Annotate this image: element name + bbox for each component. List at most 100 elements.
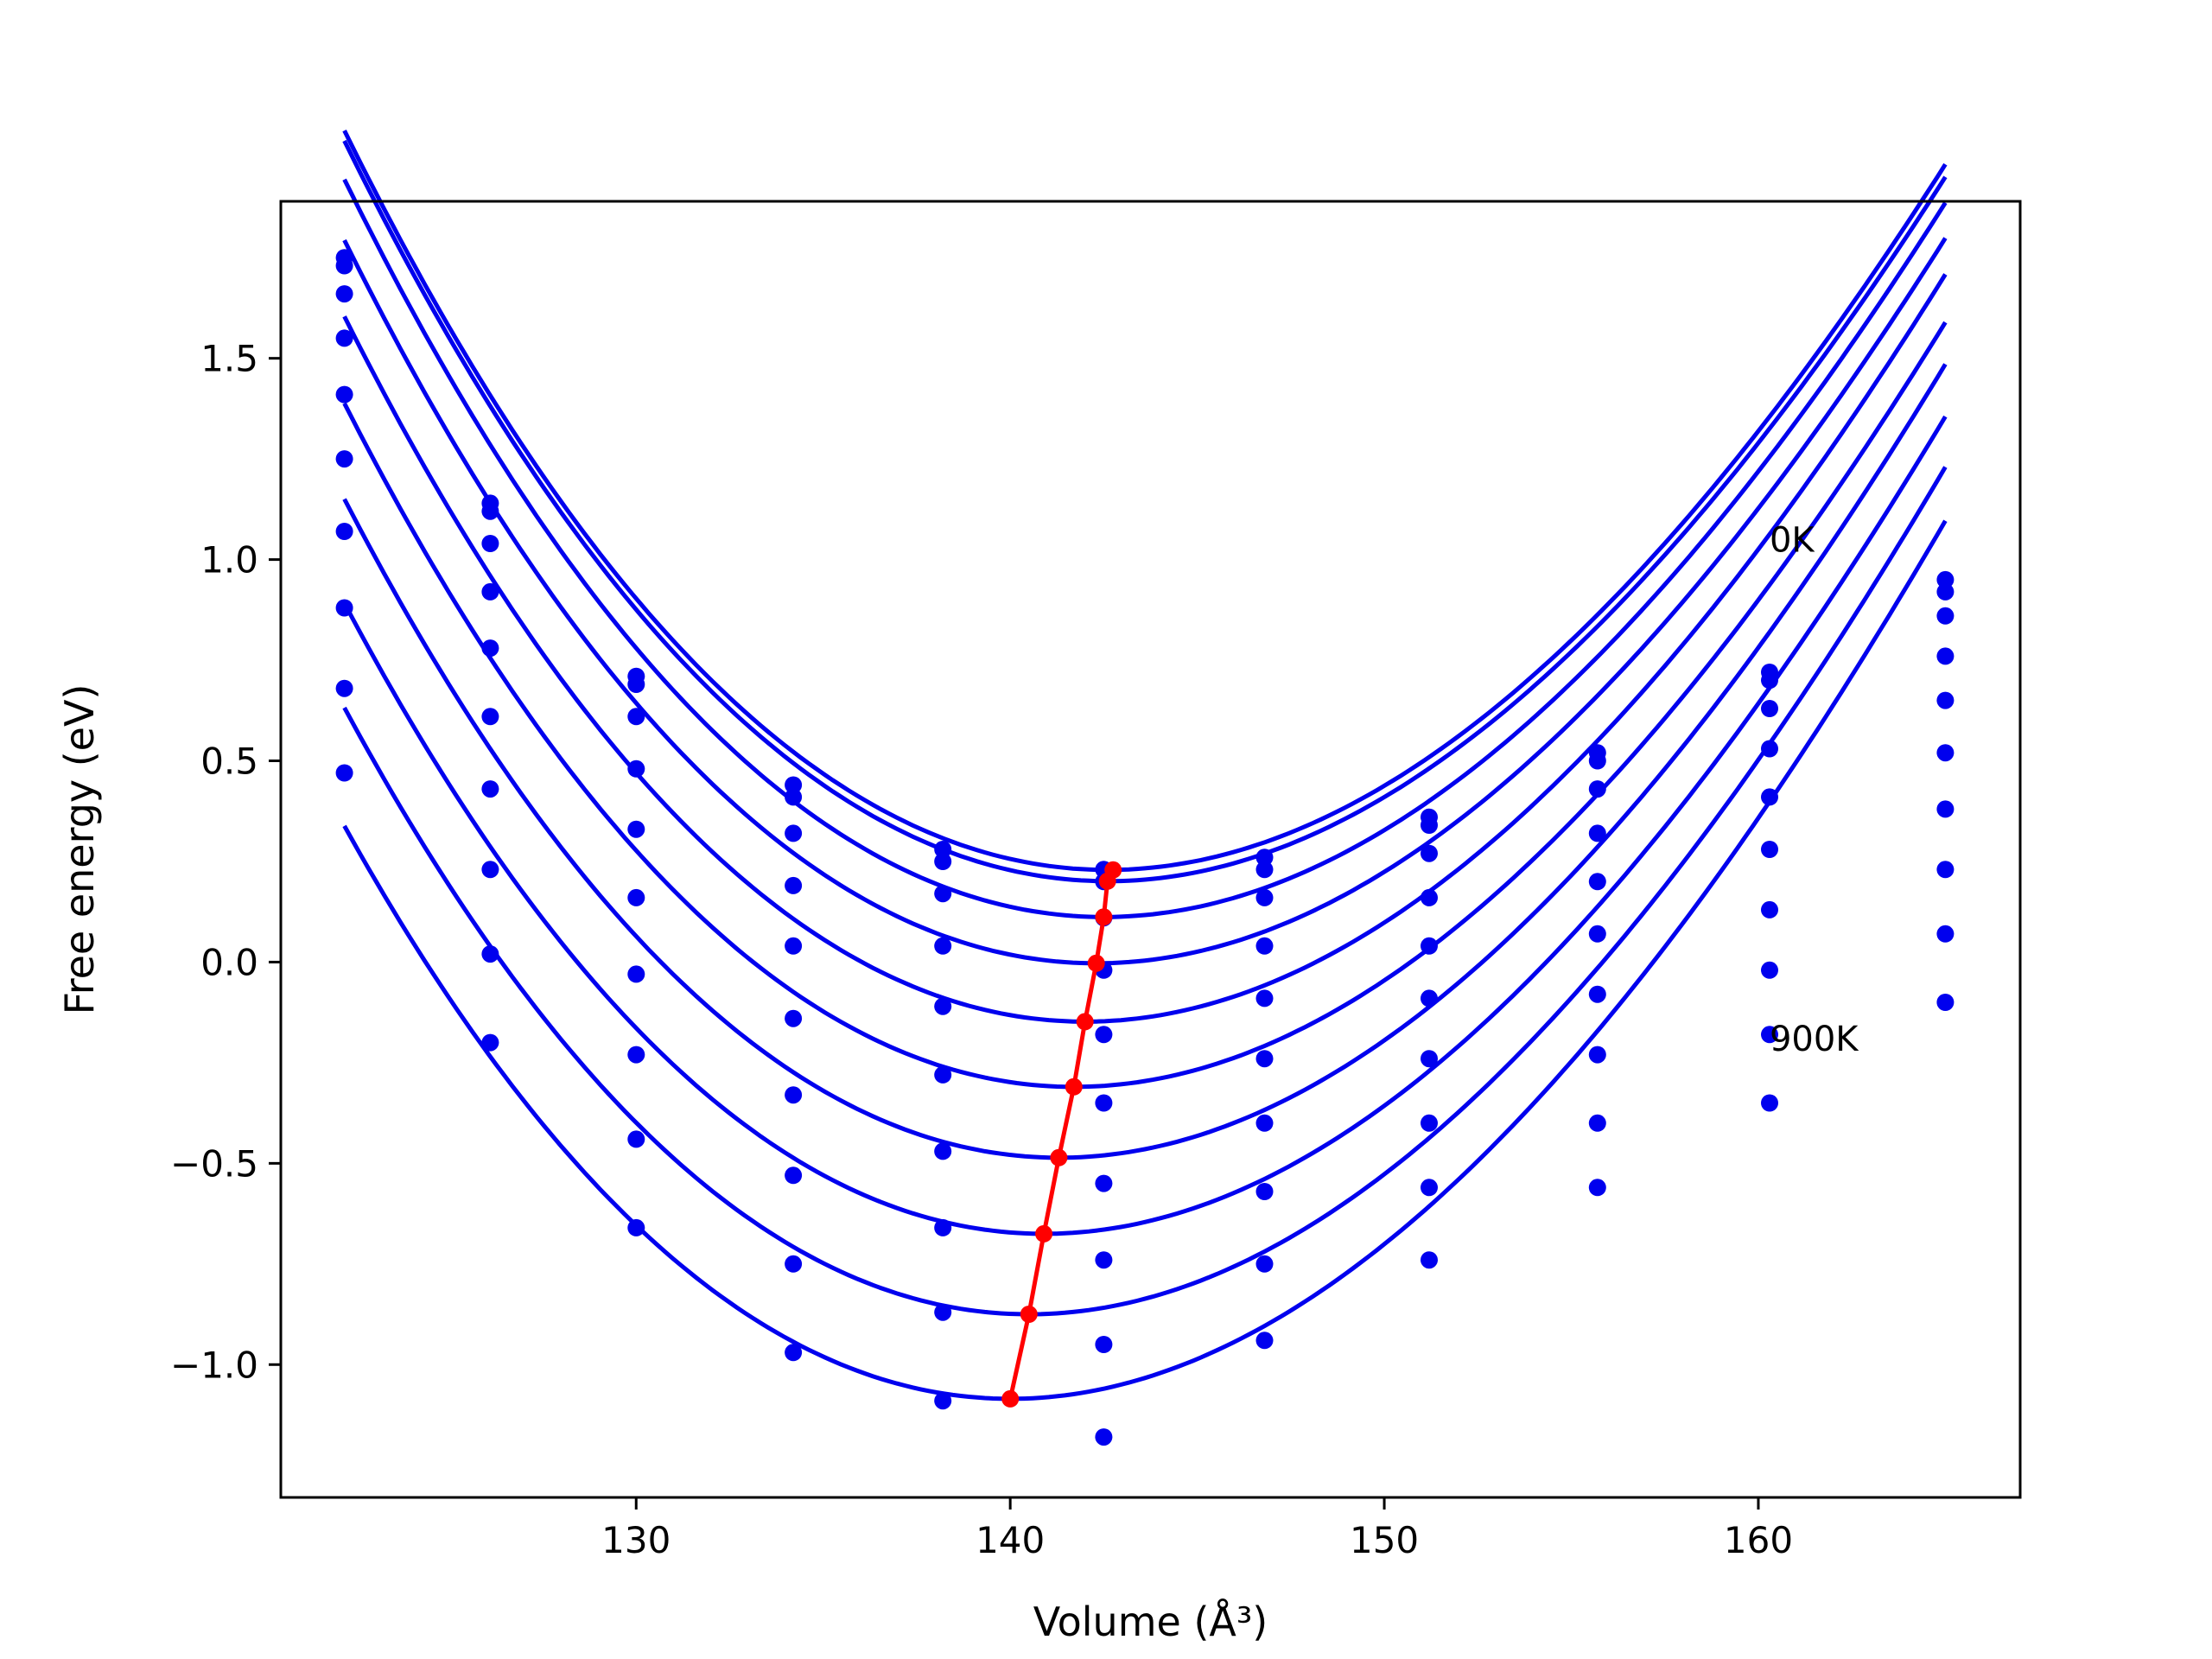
data-point-7-1 — [481, 861, 499, 879]
annotation-0: 0K — [1770, 520, 1815, 560]
x-axis-label: Volume (Å³) — [1033, 1599, 1268, 1645]
data-point-7-5 — [1095, 1251, 1113, 1269]
x-tick-label-1: 140 — [976, 1519, 1045, 1561]
annotation-1: 900K — [1770, 1020, 1859, 1059]
data-point-1-2 — [627, 676, 645, 693]
data-point-5-2 — [627, 888, 645, 906]
fit-curve-8 — [342, 466, 1948, 1317]
data-point-9-7 — [1421, 1251, 1438, 1269]
data-point-8-4 — [934, 1303, 952, 1321]
data-point-4-2 — [627, 820, 645, 838]
data-point-9-3 — [785, 1344, 803, 1362]
data-point-5-10 — [1936, 744, 1955, 762]
data-point-0-10 — [1936, 570, 1955, 588]
data-point-8-1 — [481, 945, 499, 963]
data-point-6-9 — [1761, 900, 1778, 918]
data-point-9-8 — [1588, 1179, 1606, 1197]
data-point-8-10 — [1936, 925, 1955, 943]
data-point-3-4 — [934, 937, 952, 955]
data-point-1-9 — [1761, 671, 1778, 690]
data-point-3-0 — [335, 329, 353, 347]
data-point-1-6 — [1255, 861, 1274, 879]
data-point-6-8 — [1588, 985, 1606, 1003]
data-point-6-0 — [335, 523, 353, 540]
data-point-7-0 — [335, 599, 353, 617]
data-point-6-7 — [1421, 1050, 1438, 1068]
data-point-3-7 — [1421, 888, 1438, 906]
data-point-5-5 — [1095, 1094, 1113, 1112]
data-point-2-1 — [481, 535, 499, 552]
data-point-1-4 — [934, 853, 952, 870]
data-point-7-8 — [1588, 1046, 1606, 1064]
minima-line — [1007, 868, 1116, 1400]
data-point-5-0 — [335, 450, 353, 468]
fit-curve-4 — [342, 273, 1948, 1024]
y-tick-label-5: −1.0 — [170, 1344, 258, 1386]
data-point-3-8 — [1588, 824, 1606, 842]
data-point-4-7 — [1421, 937, 1438, 955]
data-point-1-0 — [335, 257, 353, 275]
data-point-9-10 — [1936, 994, 1955, 1011]
data-point-4-9 — [1761, 788, 1778, 806]
data-point-8-6 — [1255, 1255, 1274, 1273]
minimum-point-9 — [1001, 1389, 1020, 1408]
minimum-point-3 — [1087, 954, 1105, 972]
data-point-6-6 — [1255, 1114, 1274, 1132]
data-point-9-9 — [1761, 1094, 1778, 1112]
fit-curve-9 — [342, 519, 1948, 1402]
data-point-0-4 — [934, 841, 952, 858]
data-point-8-8 — [1588, 1114, 1606, 1132]
data-point-3-10 — [1936, 647, 1955, 665]
data-point-8-9 — [1761, 1026, 1778, 1044]
data-point-1-8 — [1588, 752, 1606, 770]
data-point-5-6 — [1255, 1050, 1274, 1068]
fit-curve-6 — [342, 363, 1948, 1160]
y-tick-label-1: 1.0 — [200, 539, 258, 582]
minimum-point-4 — [1076, 1013, 1094, 1031]
fit-curve-7 — [342, 415, 1948, 1236]
data-point-6-10 — [1936, 800, 1955, 818]
minimum-point-6 — [1050, 1148, 1068, 1166]
fit-curve-0 — [342, 129, 1948, 873]
x-tick-label-0: 130 — [601, 1519, 671, 1561]
data-point-8-5 — [1095, 1336, 1113, 1353]
data-point-5-8 — [1588, 925, 1606, 943]
fit-curve-5 — [342, 321, 1948, 1090]
x-tick-label-2: 150 — [1350, 1519, 1419, 1561]
data-point-1-3 — [785, 788, 803, 806]
data-point-7-10 — [1936, 861, 1955, 879]
data-point-4-10 — [1936, 691, 1955, 709]
data-point-4-3 — [785, 937, 803, 955]
data-point-4-0 — [335, 385, 353, 404]
data-point-1-7 — [1421, 817, 1438, 834]
data-point-7-6 — [1255, 1183, 1274, 1200]
data-point-3-1 — [481, 582, 499, 601]
data-point-3-9 — [1761, 740, 1778, 758]
data-point-6-3 — [785, 1086, 803, 1104]
data-point-4-6 — [1255, 989, 1274, 1007]
data-point-2-3 — [785, 824, 803, 842]
data-point-2-7 — [1421, 844, 1438, 862]
data-point-9-2 — [627, 1218, 645, 1236]
data-point-4-5 — [1095, 1026, 1113, 1044]
data-point-9-4 — [934, 1392, 952, 1410]
data-point-7-9 — [1761, 961, 1778, 979]
data-point-3-6 — [1255, 937, 1274, 955]
data-point-8-3 — [785, 1255, 803, 1273]
data-point-4-1 — [481, 639, 499, 658]
data-point-9-6 — [1255, 1332, 1274, 1350]
data-point-1-1 — [481, 502, 499, 520]
data-point-7-4 — [934, 1218, 952, 1236]
data-point-6-1 — [481, 780, 499, 798]
data-point-2-4 — [934, 885, 952, 903]
y-tick-label-2: 0.5 — [200, 741, 258, 783]
data-point-3-2 — [627, 760, 645, 778]
data-point-9-5 — [1095, 1428, 1113, 1446]
data-point-2-8 — [1588, 780, 1606, 798]
data-point-5-9 — [1761, 841, 1778, 858]
data-point-6-4 — [934, 1142, 952, 1160]
data-point-4-4 — [934, 997, 952, 1015]
data-point-0-6 — [1255, 849, 1274, 867]
